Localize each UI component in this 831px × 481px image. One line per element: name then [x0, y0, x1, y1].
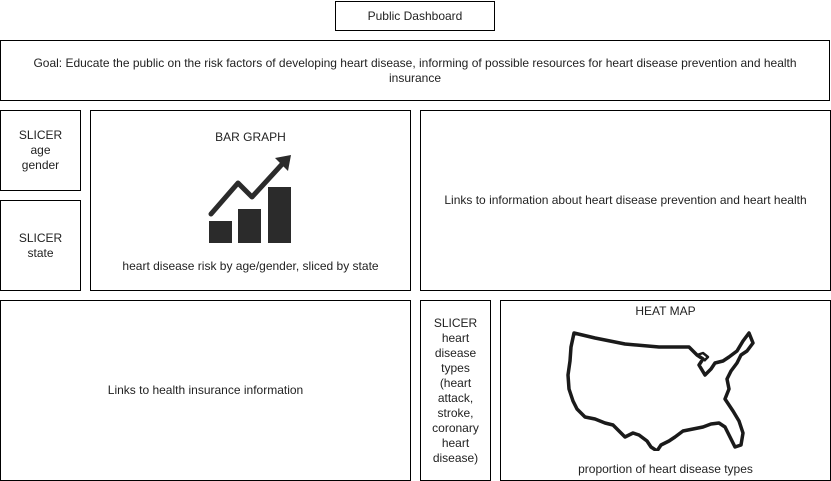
- slicer-age-gender-line: SLICER: [18, 128, 63, 142]
- slicer-types-line: SLICER: [433, 315, 478, 330]
- slicer-types-line: (heart: [439, 375, 472, 390]
- bar-graph-box: BAR GRAPH heart disease risk by age/gend…: [90, 110, 411, 291]
- bar-graph-caption: heart disease risk by age/gender, sliced…: [122, 259, 379, 273]
- bar-chart-growth-icon: [208, 155, 291, 243]
- slicer-types-line: heart: [441, 330, 470, 345]
- slicer-state-line: state: [27, 245, 54, 260]
- heat-map-caption: proportion of heart disease types: [578, 462, 753, 476]
- slicer-age-gender: SLICER age gender: [0, 110, 81, 191]
- slicer-age-gender-line: age: [30, 143, 51, 157]
- insurance-links-box[interactable]: Links to health insurance information: [0, 300, 411, 481]
- heat-map-box: HEAT MAP proportion of heart disease typ…: [500, 300, 831, 481]
- slicer-types-line: disease): [432, 450, 479, 465]
- goal-box: Goal: Educate the public on the risk fac…: [0, 40, 830, 101]
- slicer-types-line: disease: [434, 345, 477, 360]
- bar-graph-title: BAR GRAPH: [215, 130, 286, 144]
- goal-text: Goal: Educate the public on the risk fac…: [33, 55, 797, 85]
- slicer-types-line: stroke,: [437, 405, 474, 420]
- dashboard-title-text: Public Dashboard: [367, 8, 463, 23]
- slicer-age-gender-line: gender: [21, 158, 60, 172]
- slicer-types-line: attack,: [437, 390, 474, 405]
- dashboard-title: Public Dashboard: [335, 1, 495, 31]
- slicer-types-line: heart: [441, 435, 470, 450]
- prevention-links-text[interactable]: Links to information about heart disease…: [444, 193, 807, 207]
- slicer-heart-disease-types: SLICER heart disease types (heart attack…: [420, 300, 491, 481]
- slicer-types-line: coronary: [432, 420, 479, 435]
- prevention-links-box[interactable]: Links to information about heart disease…: [420, 110, 831, 291]
- insurance-links-text[interactable]: Links to health insurance information: [107, 383, 304, 397]
- heat-map-title: HEAT MAP: [635, 304, 696, 318]
- slicer-state: SLICER state: [0, 200, 81, 291]
- us-map-icon: [566, 331, 755, 451]
- slicer-state-line: SLICER: [18, 230, 63, 245]
- slicer-types-line: types: [441, 360, 470, 375]
